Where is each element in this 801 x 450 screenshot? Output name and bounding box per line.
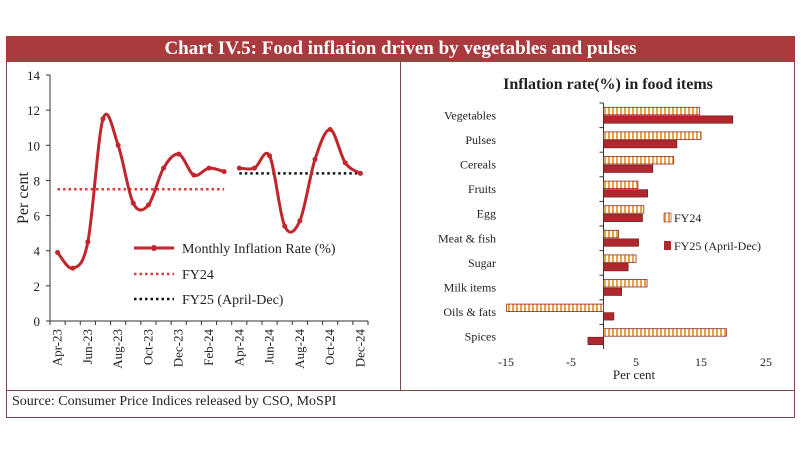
data-point [55, 249, 61, 255]
data-point [70, 265, 76, 271]
x-tick-label: Dec-24 [352, 329, 367, 368]
series-line-fy25 [239, 127, 362, 234]
bar-fy24 [603, 180, 639, 189]
bar-fy25 [603, 140, 678, 149]
x-tick-label: Oct-23 [140, 329, 155, 365]
data-point [357, 170, 363, 176]
category-label: Egg [477, 207, 496, 221]
x-tick-label: 15 [695, 355, 707, 369]
legend-label: FY24 [674, 211, 701, 225]
data-point [267, 153, 273, 159]
source-note: Source: Consumer Price Indices released … [12, 394, 337, 409]
bar-fy25 [587, 336, 604, 346]
bar-fy25 [603, 189, 649, 198]
bar-chart-title: Inflation rate(%) in food items [503, 76, 713, 93]
data-point [176, 151, 182, 157]
y-tick-label: 2 [34, 279, 41, 294]
bar-fy25 [603, 312, 615, 321]
bar-fy24 [603, 205, 645, 214]
bar-fy25 [603, 213, 643, 222]
data-point [130, 200, 136, 206]
line-chart: 0 2 4 6 8 10 12 14 Apr-23 Jun-23 Aug-23 Oct-23 Dec-2… [15, 68, 369, 369]
x-tick-label: Dec-23 [171, 329, 186, 367]
category-label: Fruits [468, 182, 496, 196]
x-tick-label: 5 [633, 355, 639, 369]
legend-marker [151, 245, 157, 251]
data-point [327, 126, 333, 132]
y-axis-label: Per cent [15, 171, 32, 224]
x-tick-label: Jun-23 [80, 329, 95, 364]
x-tick-label: Aug-23 [110, 329, 125, 369]
bar-fy24 [603, 229, 619, 239]
data-point [191, 172, 197, 178]
data-point [100, 116, 106, 122]
legend-fy24-swatch [663, 212, 672, 223]
bar-fy24 [603, 328, 727, 337]
data-point [282, 223, 288, 229]
y-tick-label: 10 [27, 138, 40, 153]
bar-fy25 [603, 263, 629, 272]
category-label: Meat & fish [438, 231, 496, 245]
data-point [251, 165, 257, 171]
x-axis-label: Per cent [613, 367, 656, 382]
y-tick-label: 4 [34, 244, 41, 259]
category-label: Pulses [465, 133, 496, 147]
category-label: Spices [465, 330, 497, 344]
data-point [161, 165, 167, 171]
legend-label: FY25 (April-Dec) [182, 293, 284, 308]
bar-fy24 [603, 156, 675, 165]
data-point [85, 239, 91, 245]
bar-fy25 [603, 287, 623, 296]
x-tick-label: Aug-24 [292, 329, 307, 369]
bar-fy24 [603, 279, 648, 288]
x-tick-label: -15 [498, 355, 514, 369]
x-tick-label: Apr-24 [231, 329, 246, 367]
category-label: Vegetables [444, 108, 496, 122]
category-label: Oils & fats [443, 305, 496, 319]
category-label: Sugar [468, 256, 496, 270]
x-tick-label: Oct-24 [322, 329, 337, 366]
x-tick-label: 25 [760, 355, 772, 369]
y-tick-label: 8 [34, 173, 41, 188]
bar-fy24 [603, 131, 702, 140]
x-tick-label: Jun-24 [262, 329, 277, 365]
x-tick-label: Feb-24 [201, 329, 216, 366]
y-tick-label: 6 [34, 209, 41, 224]
y-tick-label: 14 [27, 68, 41, 83]
chart-title: Chart IV.5: Food inflation driven by veg… [6, 36, 795, 62]
data-point [145, 202, 151, 208]
bar-fy25 [603, 238, 639, 247]
bar-chart: Inflation rate(%) in food items Vegetable… [438, 76, 772, 382]
panel-divider [400, 62, 401, 390]
legend-label: Monthly Inflation Rate (%) [182, 242, 336, 257]
bar-fy24 [506, 303, 604, 313]
data-point [236, 165, 242, 171]
data-point [206, 165, 212, 171]
bar-fy24 [603, 254, 637, 263]
data-point [221, 169, 227, 175]
y-tick-label: 12 [27, 103, 40, 118]
y-tick-label: 0 [34, 314, 41, 329]
bar-fy24 [603, 106, 701, 116]
legend-fy25-swatch [664, 241, 671, 250]
data-point [312, 156, 318, 162]
x-tick-label: -5 [566, 355, 576, 369]
bar-fy25 [603, 115, 734, 124]
bar-fy25 [603, 164, 654, 173]
category-label: Milk items [444, 281, 497, 295]
source-divider [6, 390, 795, 391]
x-tick-label: Apr-23 [50, 329, 65, 366]
data-point [342, 160, 348, 166]
data-point [297, 218, 303, 224]
category-label: Cereals [460, 158, 496, 172]
legend-label: FY24 [182, 268, 214, 283]
data-point [115, 142, 121, 148]
legend-label: FY25 (April-Dec) [674, 239, 761, 253]
